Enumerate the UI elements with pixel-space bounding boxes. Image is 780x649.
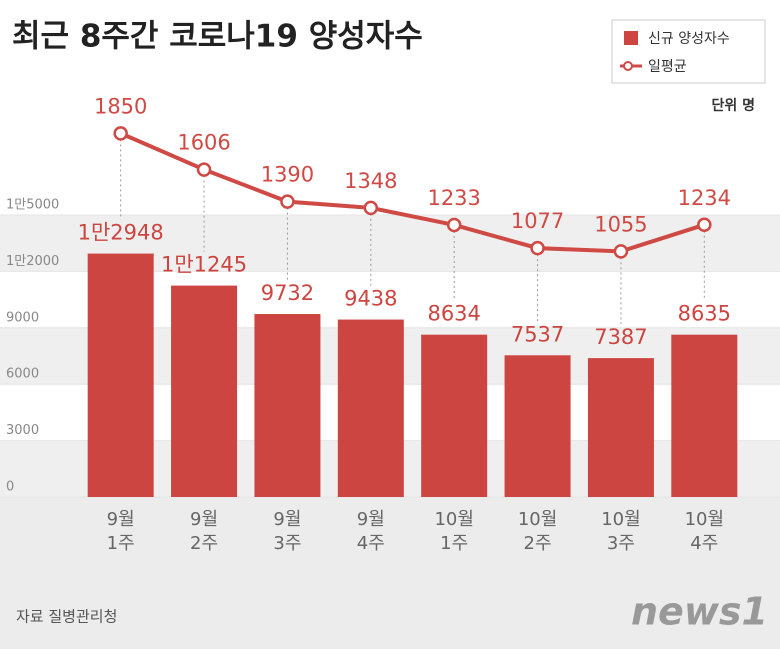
bar [171, 285, 238, 497]
bar-value-label: 8635 [678, 302, 731, 326]
unit-label: 단위 명 [711, 97, 755, 114]
footer-band [0, 497, 780, 649]
line-value-label: 1850 [94, 94, 147, 118]
x-tick-label: 9월 2주 [190, 509, 219, 554]
bar-value-label: 7537 [511, 322, 564, 346]
y-tick-label: 0 [6, 480, 14, 495]
line-marker [363, 200, 379, 216]
legend-swatch [624, 31, 638, 45]
bar [337, 319, 404, 497]
chart-title: 최근 8주간 코로나19 양성자수 [12, 19, 423, 55]
bar-value-label: 7387 [594, 325, 647, 349]
line-value-label: 1606 [177, 131, 230, 155]
line-value-label: 1233 [427, 186, 480, 210]
logo: news1 [631, 590, 768, 634]
y-tick-label: 3000 [6, 423, 39, 438]
line-value-label: 1077 [511, 209, 564, 233]
legend-marker [623, 61, 633, 71]
x-tick-label: 9월 4주 [356, 509, 385, 554]
line-value-label: 1234 [678, 186, 731, 210]
legend-label: 신규 양성자수 [648, 31, 730, 47]
line-marker [196, 162, 212, 177]
bar [421, 334, 488, 497]
y-tick-label: 6000 [6, 367, 39, 382]
line-value-label: 1055 [594, 212, 647, 236]
legend-box [611, 19, 766, 84]
line-value-label: 1390 [261, 163, 314, 187]
bar [504, 355, 571, 497]
x-tick-label: 10월 1주 [434, 509, 474, 554]
line [119, 131, 705, 254]
x-tick-label: 10월 2주 [517, 509, 558, 554]
bar-value-label: 1만1245 [161, 253, 247, 277]
y-tick-label: 1만5000 [6, 198, 59, 213]
source: 자료 질병관리청 [16, 608, 117, 626]
x-tick-label: 9월 1주 [106, 509, 135, 554]
line-marker [613, 244, 629, 259]
line-marker [697, 217, 712, 233]
bar-value-label: 9438 [344, 287, 397, 311]
bar [587, 358, 654, 497]
bar-value-label: 8634 [427, 302, 480, 326]
x-tick-label: 9월 3주 [273, 509, 302, 554]
legend-label: 일평균 [648, 59, 687, 75]
line-marker [113, 126, 128, 141]
bar [671, 334, 738, 497]
line-marker [530, 240, 545, 256]
y-tick-label: 1만2000 [6, 254, 59, 269]
bar [87, 253, 154, 497]
bar [254, 314, 321, 497]
line-marker [446, 217, 462, 233]
line-value-label: 1348 [344, 169, 397, 193]
bar-value-label: 9732 [261, 281, 314, 305]
line-marker [280, 194, 295, 209]
y-tick-label: 9000 [6, 310, 39, 325]
x-tick-label: 10월 4주 [684, 509, 725, 554]
bar-value-label: 1만2948 [78, 221, 164, 245]
x-tick-label: 10월 3주 [601, 509, 641, 554]
